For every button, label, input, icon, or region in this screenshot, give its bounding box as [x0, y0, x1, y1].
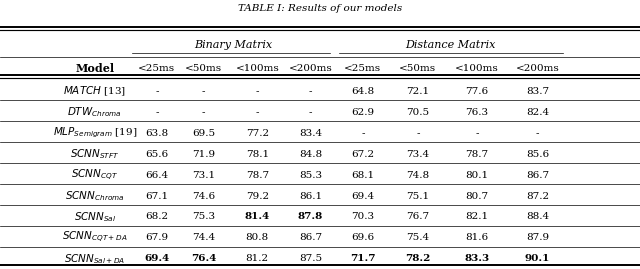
Text: $\mathit{SCNN}_{\mathit{STFT}}$: $\mathit{SCNN}_{\mathit{STFT}}$	[70, 147, 120, 161]
Text: <25ms: <25ms	[138, 64, 175, 73]
Text: $\mathit{SCNN}_{\mathit{CQT+DA}}$: $\mathit{SCNN}_{\mathit{CQT+DA}}$	[62, 230, 127, 246]
Text: -: -	[255, 87, 259, 96]
Text: 74.4: 74.4	[192, 233, 215, 242]
Text: 86.7: 86.7	[299, 233, 322, 242]
Text: 79.2: 79.2	[246, 192, 269, 200]
Text: 80.8: 80.8	[246, 233, 269, 242]
Text: 85.3: 85.3	[299, 171, 322, 180]
Text: 85.6: 85.6	[526, 150, 549, 159]
Text: 87.2: 87.2	[526, 192, 549, 200]
Text: 76.7: 76.7	[406, 213, 429, 221]
Text: -: -	[155, 87, 159, 96]
Text: Model: Model	[75, 63, 115, 74]
Text: 78.7: 78.7	[246, 171, 269, 180]
Text: 69.4: 69.4	[351, 192, 374, 200]
Text: -: -	[475, 129, 479, 138]
Text: 84.8: 84.8	[299, 150, 322, 159]
Text: 65.6: 65.6	[145, 150, 168, 159]
Text: 78.1: 78.1	[246, 150, 269, 159]
Text: 82.4: 82.4	[526, 108, 549, 117]
Text: -: -	[536, 129, 540, 138]
Text: <25ms: <25ms	[344, 64, 381, 73]
Text: 75.3: 75.3	[192, 213, 215, 221]
Text: 82.1: 82.1	[465, 213, 488, 221]
Text: $\mathit{SCNN}_{\mathit{Chroma}}$: $\mathit{SCNN}_{\mathit{Chroma}}$	[65, 189, 124, 203]
Text: 86.1: 86.1	[299, 192, 322, 200]
Text: $\mathit{SCNN}_{\mathit{CQT}}$: $\mathit{SCNN}_{\mathit{CQT}}$	[71, 168, 118, 183]
Text: $\mathit{SCNN}_{\mathit{Sal}}$: $\mathit{SCNN}_{\mathit{Sal}}$	[74, 210, 116, 224]
Text: 87.9: 87.9	[526, 233, 549, 242]
Text: 81.4: 81.4	[244, 213, 270, 221]
Text: <200ms: <200ms	[516, 64, 559, 73]
Text: 76.4: 76.4	[191, 254, 216, 263]
Text: <100ms: <100ms	[455, 64, 499, 73]
Text: 88.4: 88.4	[526, 213, 549, 221]
Text: <100ms: <100ms	[236, 64, 279, 73]
Text: 70.3: 70.3	[351, 213, 374, 221]
Text: 74.8: 74.8	[406, 171, 429, 180]
Text: 75.1: 75.1	[406, 192, 429, 200]
Text: -: -	[361, 129, 365, 138]
Text: 80.7: 80.7	[465, 192, 488, 200]
Text: -: -	[308, 108, 312, 117]
Text: 68.2: 68.2	[145, 213, 168, 221]
Text: 83.7: 83.7	[526, 87, 549, 96]
Text: 76.3: 76.3	[465, 108, 488, 117]
Text: 90.1: 90.1	[525, 254, 550, 263]
Text: 63.8: 63.8	[145, 129, 168, 138]
Text: -: -	[202, 108, 205, 117]
Text: 75.4: 75.4	[406, 233, 429, 242]
Text: Distance Matrix: Distance Matrix	[405, 40, 495, 50]
Text: 71.7: 71.7	[350, 254, 376, 263]
Text: 62.9: 62.9	[351, 108, 374, 117]
Text: -: -	[255, 108, 259, 117]
Text: 81.6: 81.6	[465, 233, 488, 242]
Text: -: -	[416, 129, 420, 138]
Text: $\mathit{MATCH}$ [13]: $\mathit{MATCH}$ [13]	[63, 84, 126, 98]
Text: 69.6: 69.6	[351, 233, 374, 242]
Text: 80.1: 80.1	[465, 171, 488, 180]
Text: -: -	[155, 108, 159, 117]
Text: 69.5: 69.5	[192, 129, 215, 138]
Text: $\mathit{MLP}_{\mathit{Semigram}}$ [19]: $\mathit{MLP}_{\mathit{Semigram}}$ [19]	[52, 126, 137, 140]
Text: -: -	[202, 87, 205, 96]
Text: <50ms: <50ms	[399, 64, 436, 73]
Text: 77.2: 77.2	[246, 129, 269, 138]
Text: 67.2: 67.2	[351, 150, 374, 159]
Text: 68.1: 68.1	[351, 171, 374, 180]
Text: 73.1: 73.1	[192, 171, 215, 180]
Text: 72.1: 72.1	[406, 87, 429, 96]
Text: 67.1: 67.1	[145, 192, 168, 200]
Text: 87.5: 87.5	[299, 254, 322, 263]
Text: $\mathit{SCNN}_{\mathit{Sal+DA}}$: $\mathit{SCNN}_{\mathit{Sal+DA}}$	[64, 252, 125, 266]
Text: 67.9: 67.9	[145, 233, 168, 242]
Text: -: -	[308, 87, 312, 96]
Text: 71.9: 71.9	[192, 150, 215, 159]
Text: Binary Matrix: Binary Matrix	[195, 40, 273, 50]
Text: 77.6: 77.6	[465, 87, 488, 96]
Text: TABLE I: Results of our models: TABLE I: Results of our models	[238, 4, 402, 13]
Text: 73.4: 73.4	[406, 150, 429, 159]
Text: 87.8: 87.8	[298, 213, 323, 221]
Text: 78.7: 78.7	[465, 150, 488, 159]
Text: <50ms: <50ms	[185, 64, 222, 73]
Text: 74.6: 74.6	[192, 192, 215, 200]
Text: 81.2: 81.2	[246, 254, 269, 263]
Text: <200ms: <200ms	[289, 64, 332, 73]
Text: 86.7: 86.7	[526, 171, 549, 180]
Text: 83.4: 83.4	[299, 129, 322, 138]
Text: 83.3: 83.3	[464, 254, 490, 263]
Text: 66.4: 66.4	[145, 171, 168, 180]
Text: 69.4: 69.4	[144, 254, 170, 263]
Text: 64.8: 64.8	[351, 87, 374, 96]
Text: 78.2: 78.2	[405, 254, 431, 263]
Text: 70.5: 70.5	[406, 108, 429, 117]
Text: $\mathit{DTW}_{\mathit{Chroma}}$: $\mathit{DTW}_{\mathit{Chroma}}$	[67, 105, 122, 119]
